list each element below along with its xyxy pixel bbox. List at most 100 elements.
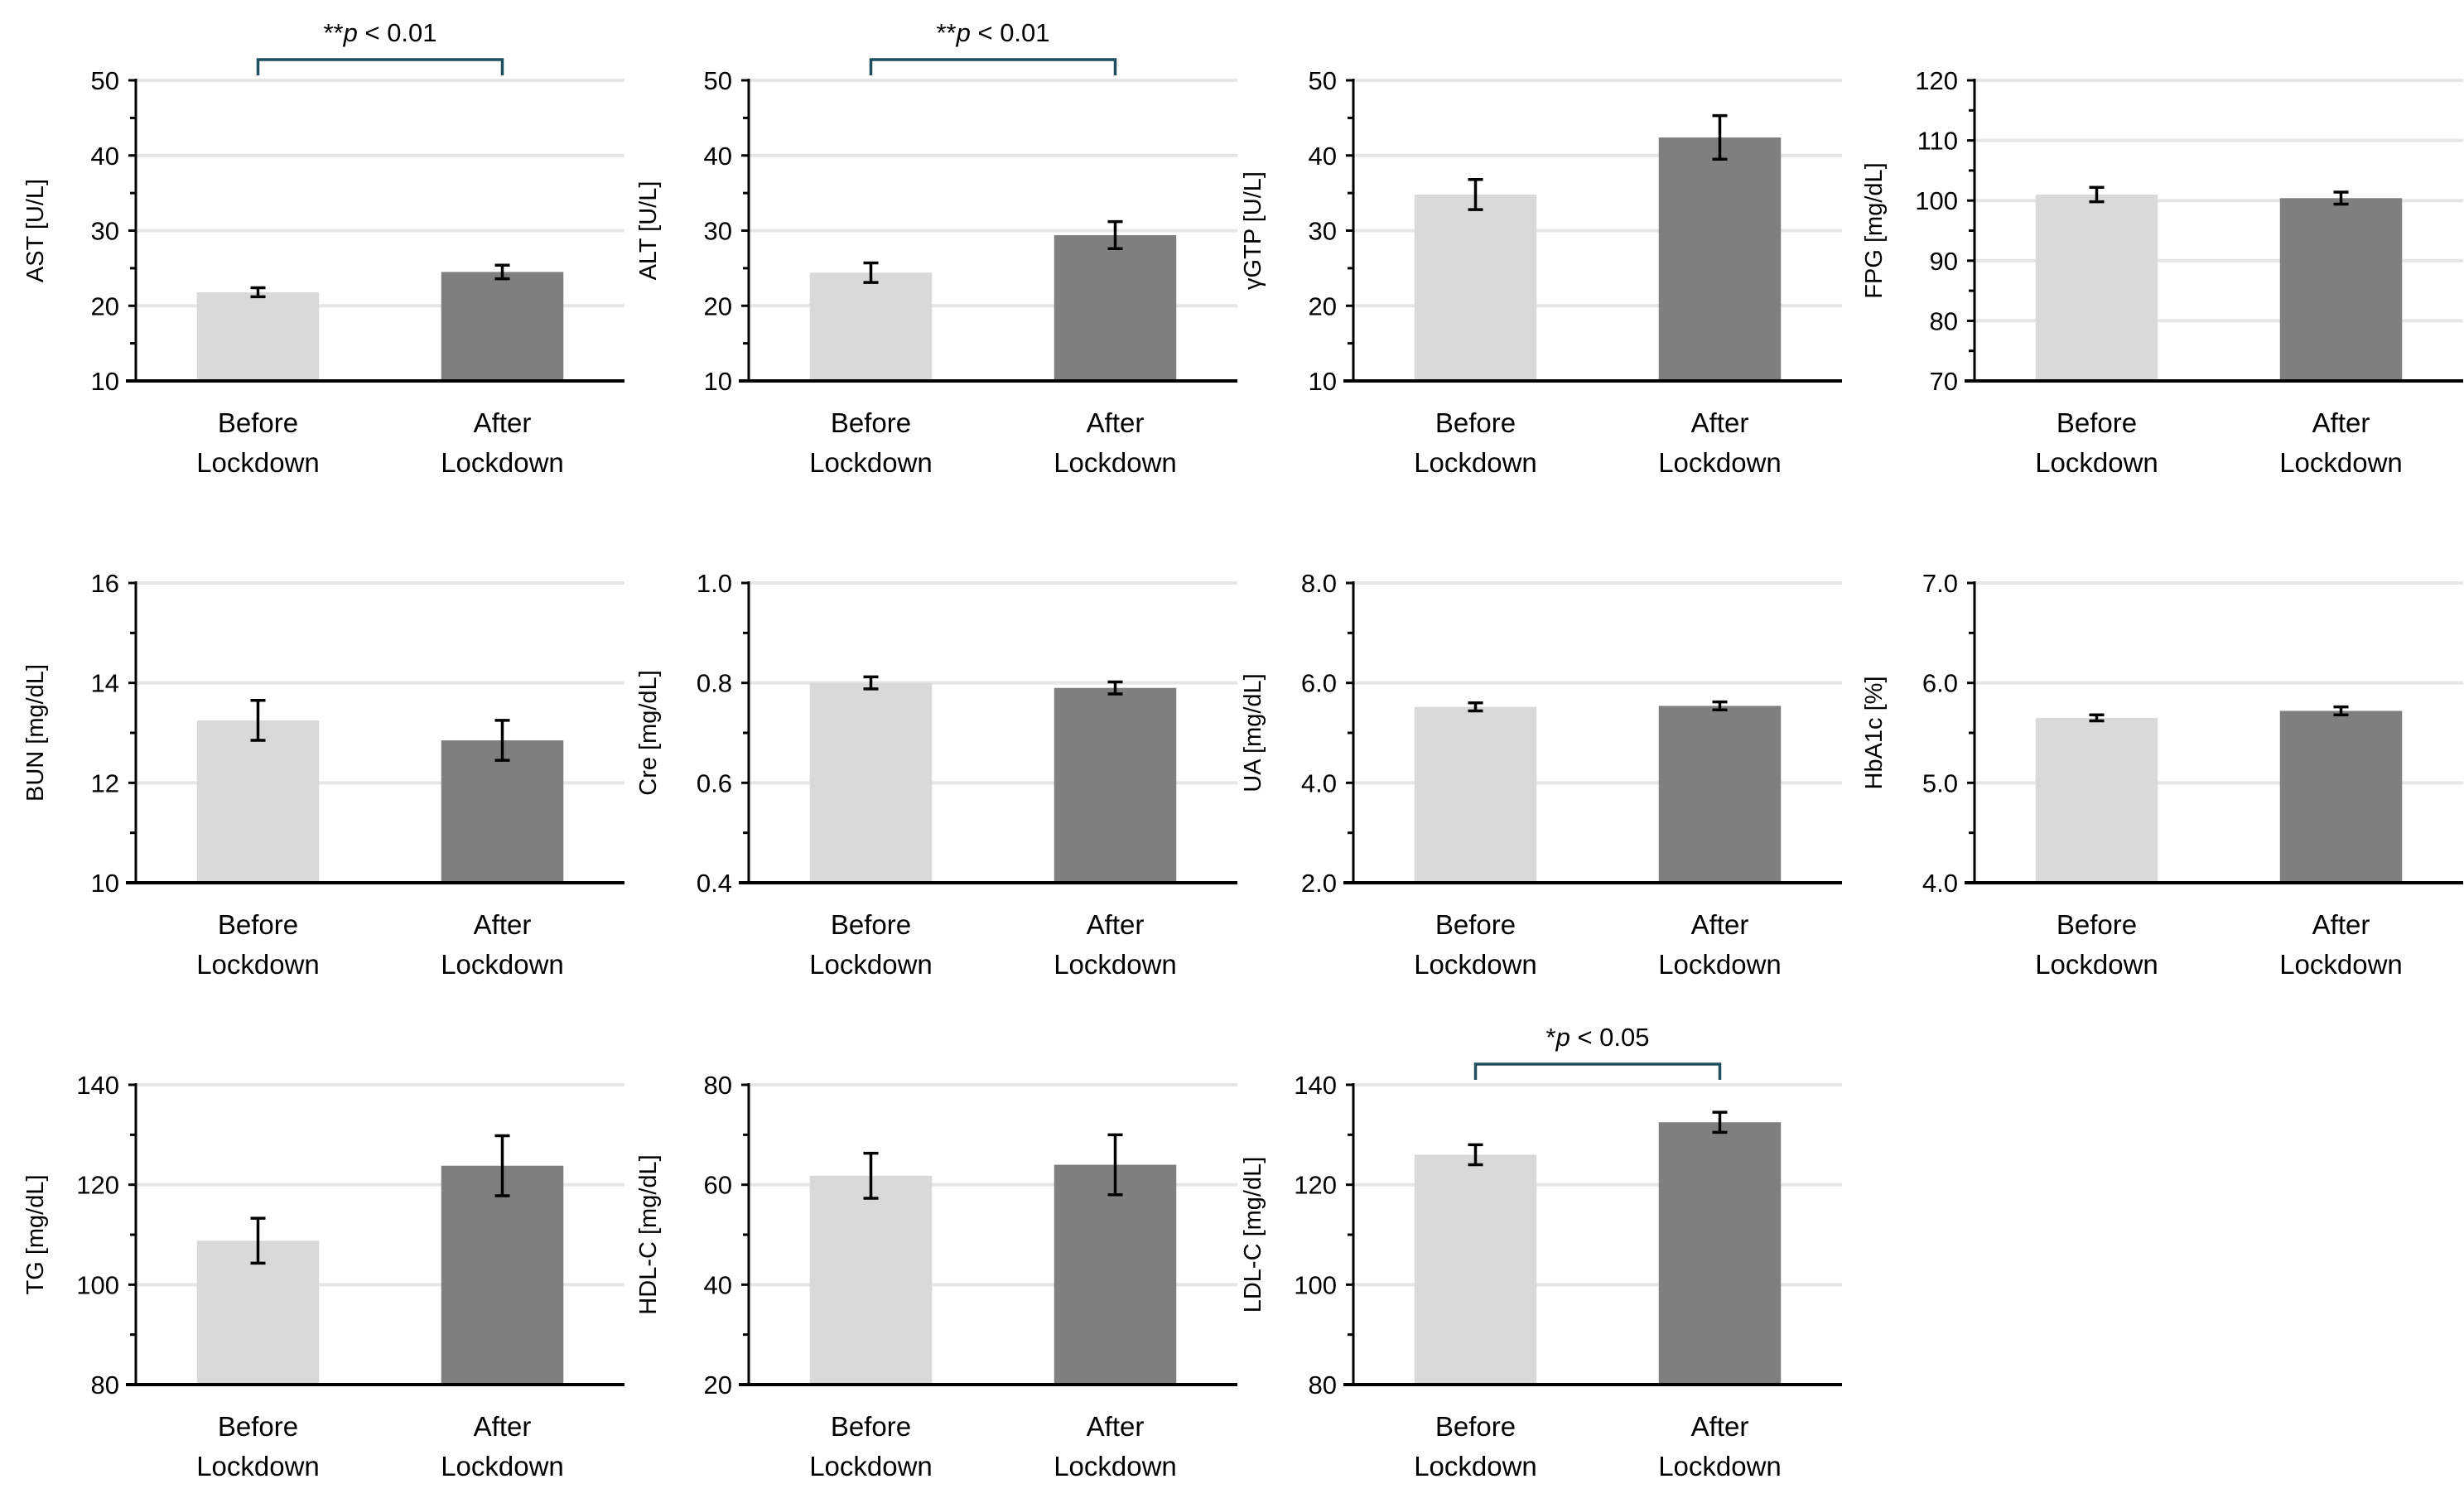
bar-before [809,682,933,883]
bar-after [2279,198,2403,381]
y-tick-label: 140 [1294,1071,1337,1100]
x-category-label: Before Lockdown [1414,407,1537,478]
bar-before [1414,194,1537,381]
x-category-label: After Lockdown [1054,1411,1177,1481]
x-category-label: Before Lockdown [196,407,320,478]
y-tick-label: 30 [91,217,119,246]
x-label-line: Lockdown [2279,447,2403,478]
x-label-line: Before [831,407,911,438]
y-tick-label: 20 [1309,291,1337,320]
x-label-line: Lockdown [1658,1451,1782,1481]
y-tick-label: 1.0 [697,569,732,598]
y-tick-label: 6.0 [1301,669,1337,698]
significance-p: p [343,18,358,47]
y-tick-label: 4.0 [1922,869,1958,898]
x-label-line: Lockdown [196,949,320,980]
y-tick-label: 10 [91,869,119,898]
chart-panel-γgtp: 10 20 30 40 50 γGTP [U/L] Before Lockdown After L… [1240,66,1842,478]
significance-text: < 0.01 [358,18,437,47]
y-tick-label: 30 [1309,217,1337,246]
x-label-line: Lockdown [441,949,564,980]
chart-panel-ast: 10 20 30 40 50 AST [U/L] Before Lockdown After Lo… [22,18,624,478]
x-category-label: Before Lockdown [809,909,933,980]
x-category-label: After Lockdown [1054,407,1177,478]
bar-after [441,1165,564,1385]
y-tick-label: 100 [76,1270,119,1299]
x-label-line: Lockdown [441,1451,564,1481]
x-label-line: Lockdown [196,447,320,478]
x-category-label: After Lockdown [1658,1411,1782,1481]
y-tick-label: 0.6 [697,768,732,797]
y-axis-label: HDL-C [mg/dL] [635,1154,662,1314]
y-tick-label: 12 [91,768,119,797]
y-axis-label: UA [mg/dL] [1240,673,1266,792]
y-axis-label: HbA1c [%] [1861,677,1888,790]
y-tick-label: 40 [91,142,119,171]
y-tick-label: 20 [91,291,119,320]
y-tick-label: 10 [1309,367,1337,396]
x-label-line: After [474,407,532,438]
bar-before [196,720,320,883]
x-label-line: Lockdown [196,1451,320,1481]
y-tick-label: 20 [704,1371,732,1399]
significance-label: **p < 0.01 [323,18,436,47]
x-label-line: After [1691,909,1749,940]
x-label-line: Lockdown [1414,447,1537,478]
x-label-line: Lockdown [1054,1451,1177,1481]
x-label-line: Lockdown [1414,1451,1537,1481]
y-tick-label: 2.0 [1301,869,1337,898]
y-axis-label: TG [mg/dL] [22,1174,49,1294]
y-tick-label: 120 [1915,66,1958,95]
x-label-line: After [474,909,532,940]
y-tick-label: 110 [1917,127,1958,156]
bar-before [2035,717,2158,883]
x-label-line: Lockdown [2035,949,2158,980]
significance-p: p [956,18,971,47]
x-label-line: Before [831,1411,911,1442]
y-tick-label: 80 [1309,1371,1337,1399]
significance-stars: ** [323,18,343,47]
y-tick-label: 14 [91,669,119,698]
chart-panel-fpg: 70 80 90 100 110 120 FPG [mg/dL] Before Lockdown… [1861,66,2463,478]
x-label-line: Before [831,909,911,940]
x-label-line: Before [2057,407,2137,438]
significance-label: **p < 0.01 [936,18,1049,47]
y-tick-label: 60 [704,1171,732,1200]
x-category-label: Before Lockdown [1414,1411,1537,1481]
y-tick-label: 80 [704,1071,732,1100]
y-tick-label: 100 [1915,186,1958,215]
x-label-line: After [1691,1411,1749,1442]
y-tick-label: 40 [1309,142,1337,171]
y-tick-label: 80 [91,1371,119,1399]
y-tick-label: 20 [704,291,732,320]
x-label-line: After [1087,1411,1145,1442]
x-category-label: Before Lockdown [196,1411,320,1481]
x-label-line: After [2312,407,2370,438]
x-category-label: After Lockdown [1658,407,1782,478]
x-label-line: Before [218,407,298,438]
y-axis-label: Cre [mg/dL] [635,670,662,796]
y-tick-label: 140 [76,1071,119,1100]
bar-after [1054,687,1177,883]
x-label-line: Lockdown [809,1451,933,1481]
y-tick-label: 50 [704,66,732,95]
chart-panel-bun: 10 12 14 16 BUN [mg/dL] Before Lockdown After Lo… [22,569,624,980]
bar-after [1054,1164,1177,1385]
significance-bracket [1473,1062,1722,1080]
x-label-line: Before [218,1411,298,1442]
bar-before [1414,706,1537,883]
significance-p: p [1555,1023,1570,1052]
significance-text: < 0.05 [1570,1023,1650,1052]
x-label-line: Lockdown [2279,949,2403,980]
x-label-line: Lockdown [1658,447,1782,478]
bar-before [2035,194,2158,381]
x-label-line: Lockdown [1414,949,1537,980]
y-axis-label: AST [U/L] [22,179,49,282]
y-axis-label: LDL-C [mg/dL] [1240,1157,1266,1313]
y-tick-label: 120 [76,1171,119,1200]
